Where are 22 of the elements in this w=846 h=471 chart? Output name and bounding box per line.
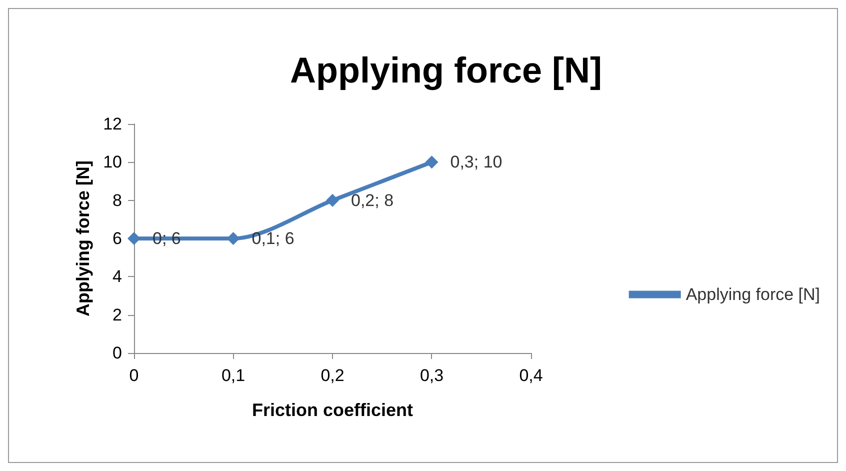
y-tick-label: 2 bbox=[112, 305, 122, 324]
y-tick-label: 0 bbox=[112, 344, 122, 362]
x-tick-label: 0 bbox=[129, 366, 139, 385]
y-tick-label: 12 bbox=[103, 114, 122, 134]
x-tick-label: 0,1 bbox=[221, 366, 246, 385]
point bbox=[326, 194, 339, 207]
x-tick-label: 0,4 bbox=[519, 366, 543, 385]
x-tick-label: 0,3 bbox=[420, 366, 444, 385]
x-axis-title: Friction coefficient bbox=[252, 400, 414, 420]
chart-title: Applying force [N] bbox=[290, 50, 602, 90]
y-axis-title: Applying force [N] bbox=[73, 160, 93, 316]
y-tick-label: 4 bbox=[112, 267, 122, 286]
y-tick-label: 6 bbox=[112, 229, 122, 248]
data-label: 0,1; 6 bbox=[252, 229, 294, 248]
x-tick-label: 0,2 bbox=[320, 366, 344, 385]
point bbox=[425, 156, 438, 169]
point bbox=[226, 232, 240, 245]
y-tick-label: 8 bbox=[112, 190, 122, 210]
y-tick-label: 10 bbox=[103, 152, 122, 172]
data-label: 0,2; 8 bbox=[351, 190, 394, 210]
legend-label: Applying force [N] bbox=[686, 285, 820, 304]
data-label: 0,3; 10 bbox=[450, 152, 502, 172]
